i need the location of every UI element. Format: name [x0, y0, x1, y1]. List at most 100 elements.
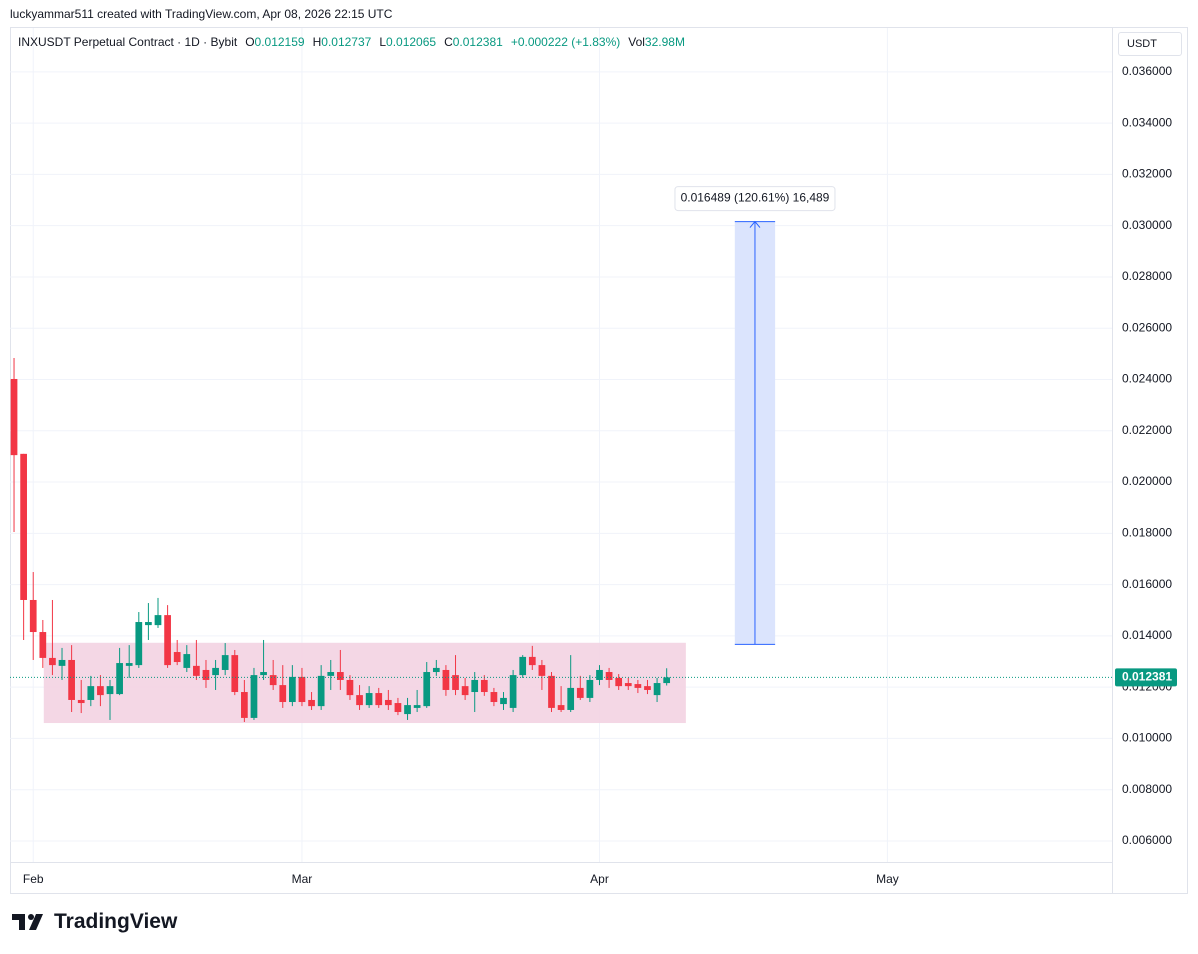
candle-body	[10, 378, 18, 456]
measure-label-box	[674, 186, 836, 212]
candle-body	[432, 667, 440, 673]
candle-body	[490, 692, 498, 703]
close-value: 0.012381	[452, 35, 503, 49]
candle-body	[116, 663, 123, 695]
candle-body	[231, 655, 239, 693]
candle-body	[442, 669, 450, 690]
candle-body	[346, 679, 354, 696]
candle-body	[97, 686, 104, 696]
candle-body	[49, 657, 56, 666]
candle-body	[29, 599, 37, 633]
x-tick-label: Apr	[590, 872, 609, 886]
candle-body	[365, 693, 373, 706]
candle-body	[567, 687, 575, 710]
candle-body	[173, 652, 181, 663]
candle-body	[624, 683, 632, 687]
candle-body	[509, 675, 517, 708]
candle-body	[615, 677, 623, 687]
candle-body	[538, 665, 546, 676]
high-label: H	[312, 35, 322, 49]
y-tick-label: 0.016000	[1122, 577, 1172, 591]
candle-body	[404, 705, 411, 715]
last-price-label: 0.012381	[1122, 670, 1172, 684]
candle-body	[327, 672, 335, 676]
candle-body	[269, 675, 277, 686]
candle-body	[289, 676, 296, 703]
candle-body	[183, 654, 191, 668]
candle-body	[596, 669, 603, 680]
candle-body	[519, 656, 527, 676]
candle-body	[250, 675, 258, 718]
candle-body	[317, 675, 325, 707]
x-tick-label: Mar	[292, 872, 313, 886]
range-zone	[43, 642, 686, 724]
candle-body	[644, 686, 651, 690]
y-tick-label: 0.034000	[1122, 115, 1172, 129]
candle-body	[356, 695, 363, 706]
candle-body	[634, 684, 642, 688]
candle-body	[125, 663, 133, 666]
y-tick-label: 0.008000	[1122, 782, 1172, 796]
candle-body	[241, 692, 248, 718]
candle-body	[461, 686, 469, 696]
candle-body	[586, 679, 594, 698]
y-tick-label: 0.020000	[1122, 474, 1172, 488]
low-label: L	[379, 35, 387, 49]
x-tick-label: May	[876, 872, 899, 886]
candle-body	[145, 622, 152, 626]
candle-body	[260, 672, 267, 676]
candle-body	[39, 632, 47, 658]
y-tick-label: 0.028000	[1122, 269, 1172, 283]
high-value: 0.012737	[321, 35, 372, 49]
candle-body	[298, 676, 306, 703]
candle-body	[77, 699, 85, 704]
brand-name: TradingView	[54, 910, 178, 933]
candle-body	[154, 615, 162, 626]
brand: TradingView	[12, 910, 177, 934]
legend: INXUSDT Perpetual Contract · 1D · Bybit …	[18, 35, 685, 49]
measure-label: 0.016489 (120.61%) 16,489	[681, 191, 830, 205]
candle-body	[413, 705, 421, 708]
candle-body	[135, 622, 143, 666]
brand-logo	[12, 914, 43, 930]
vol-value: 32.98M	[644, 35, 685, 49]
close-label: C	[444, 35, 453, 49]
candle-body	[653, 683, 661, 696]
y-tick-label: 0.032000	[1122, 167, 1172, 181]
y-tick-label: 0.036000	[1122, 64, 1172, 78]
symbol: INXUSDT Perpetual Contract · 1D · Bybit	[18, 35, 238, 49]
candle-body	[384, 699, 392, 706]
open-value: 0.012159	[254, 35, 305, 49]
candle-body	[480, 679, 488, 693]
candle-body	[528, 656, 536, 666]
y-tick-label: 0.018000	[1122, 525, 1172, 539]
author-line: luckyammar511 created with TradingView.c…	[10, 7, 393, 21]
candle-body	[164, 615, 171, 666]
candle-body	[336, 672, 344, 680]
currency-button[interactable]: USDT	[1118, 32, 1182, 56]
open-label: O	[245, 35, 255, 49]
last-price-box	[1115, 668, 1177, 687]
candle-body	[308, 699, 315, 707]
candle-body	[68, 659, 75, 700]
candle-body	[193, 665, 200, 676]
candle-body	[106, 686, 114, 695]
y-tick-label: 0.026000	[1122, 320, 1172, 334]
y-tick-label: 0.030000	[1122, 218, 1172, 232]
change: +0.000222 (+1.83%)	[510, 35, 621, 49]
y-tick-label: 0.010000	[1122, 731, 1172, 745]
candle-body	[663, 677, 671, 684]
candle-body	[87, 686, 95, 700]
chart-frame	[10, 27, 1188, 894]
vol-label: Vol	[628, 35, 645, 49]
candle-body	[212, 667, 219, 676]
x-tick-label: Feb	[23, 872, 44, 886]
y-tick-label: 0.024000	[1122, 372, 1172, 386]
candle-body	[557, 705, 565, 710]
candle-body	[500, 697, 507, 705]
candle-body	[202, 669, 210, 680]
candle-body	[221, 655, 229, 670]
